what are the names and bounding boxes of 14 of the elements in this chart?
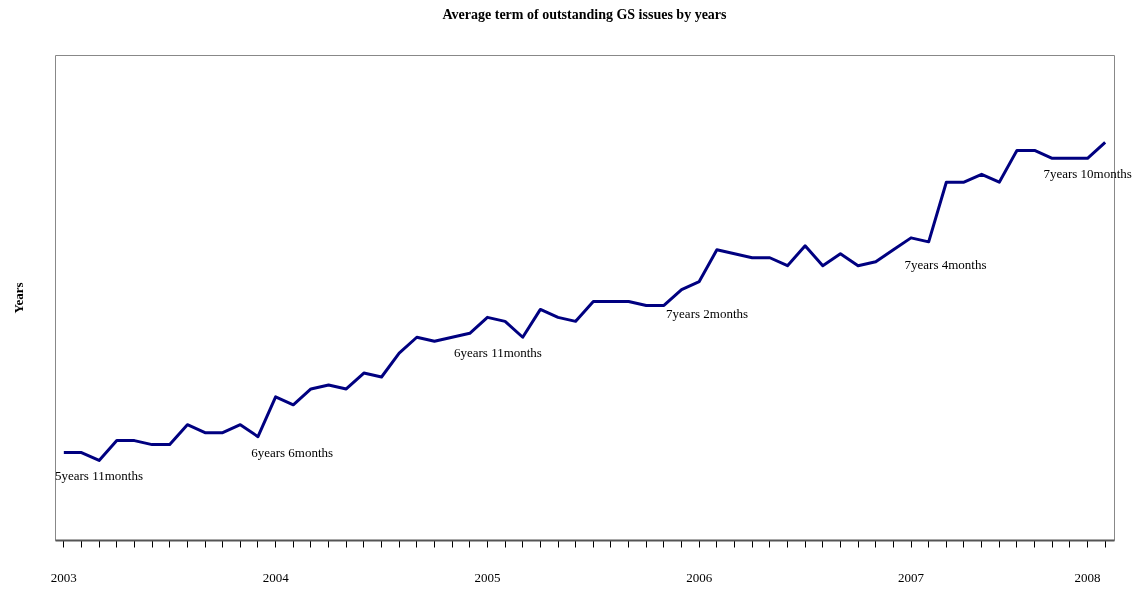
- x-tick-label: 2003: [50, 569, 77, 585]
- annotation: 6years 11months: [453, 345, 542, 361]
- x-tick-label: 2007: [898, 569, 925, 585]
- annotation: 7years 10months: [1043, 166, 1132, 182]
- annotation: 7years 2months: [666, 306, 749, 322]
- annotation: 7years 4months: [904, 256, 987, 272]
- y-axis-title: Years: [10, 282, 26, 314]
- chart-title: Average term of outstanding GS issues by years: [442, 7, 728, 22]
- annotation: 6years 6months: [251, 444, 334, 460]
- x-tick-label: 2008: [1074, 569, 1101, 585]
- annotation: 5years 11months: [55, 467, 143, 483]
- x-tick-label: 2005: [474, 569, 501, 585]
- x-tick-label: 2004: [262, 569, 290, 585]
- x-tick-label: 2006: [686, 569, 713, 585]
